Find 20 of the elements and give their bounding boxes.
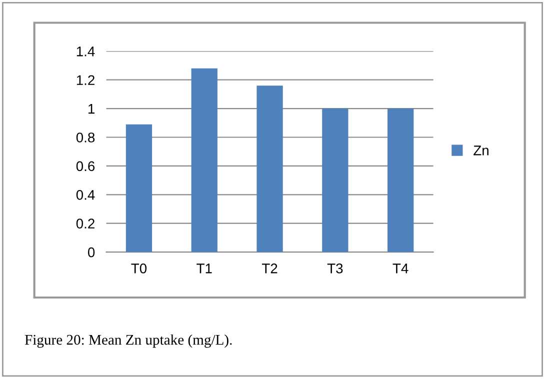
bar xyxy=(191,68,218,252)
y-tick-label: 0.6 xyxy=(76,161,95,172)
x-tick-label: T2 xyxy=(262,264,278,274)
x-tick-label: T0 xyxy=(131,264,147,274)
y-tick-label: 1 xyxy=(88,104,94,114)
bar xyxy=(126,124,152,252)
legend-label: Zn xyxy=(474,146,488,156)
x-tick-label: T3 xyxy=(327,264,343,274)
x-tick-label: T4 xyxy=(392,264,408,274)
y-tick-label: 1.2 xyxy=(76,75,94,85)
y-tick-label: 0.2 xyxy=(76,218,94,229)
x-tick-label: T1 xyxy=(196,264,212,274)
bar xyxy=(387,108,414,252)
y-tick-label: 0 xyxy=(88,247,95,258)
y-tick-label: 1.4 xyxy=(76,46,95,56)
bar xyxy=(256,86,283,252)
y-tick-label: 0.8 xyxy=(76,132,95,142)
y-tick-label: 0.4 xyxy=(76,190,95,200)
bar xyxy=(322,108,348,252)
caption: Figure 20: Mean Zn uptake (mg/L). xyxy=(24,334,232,348)
